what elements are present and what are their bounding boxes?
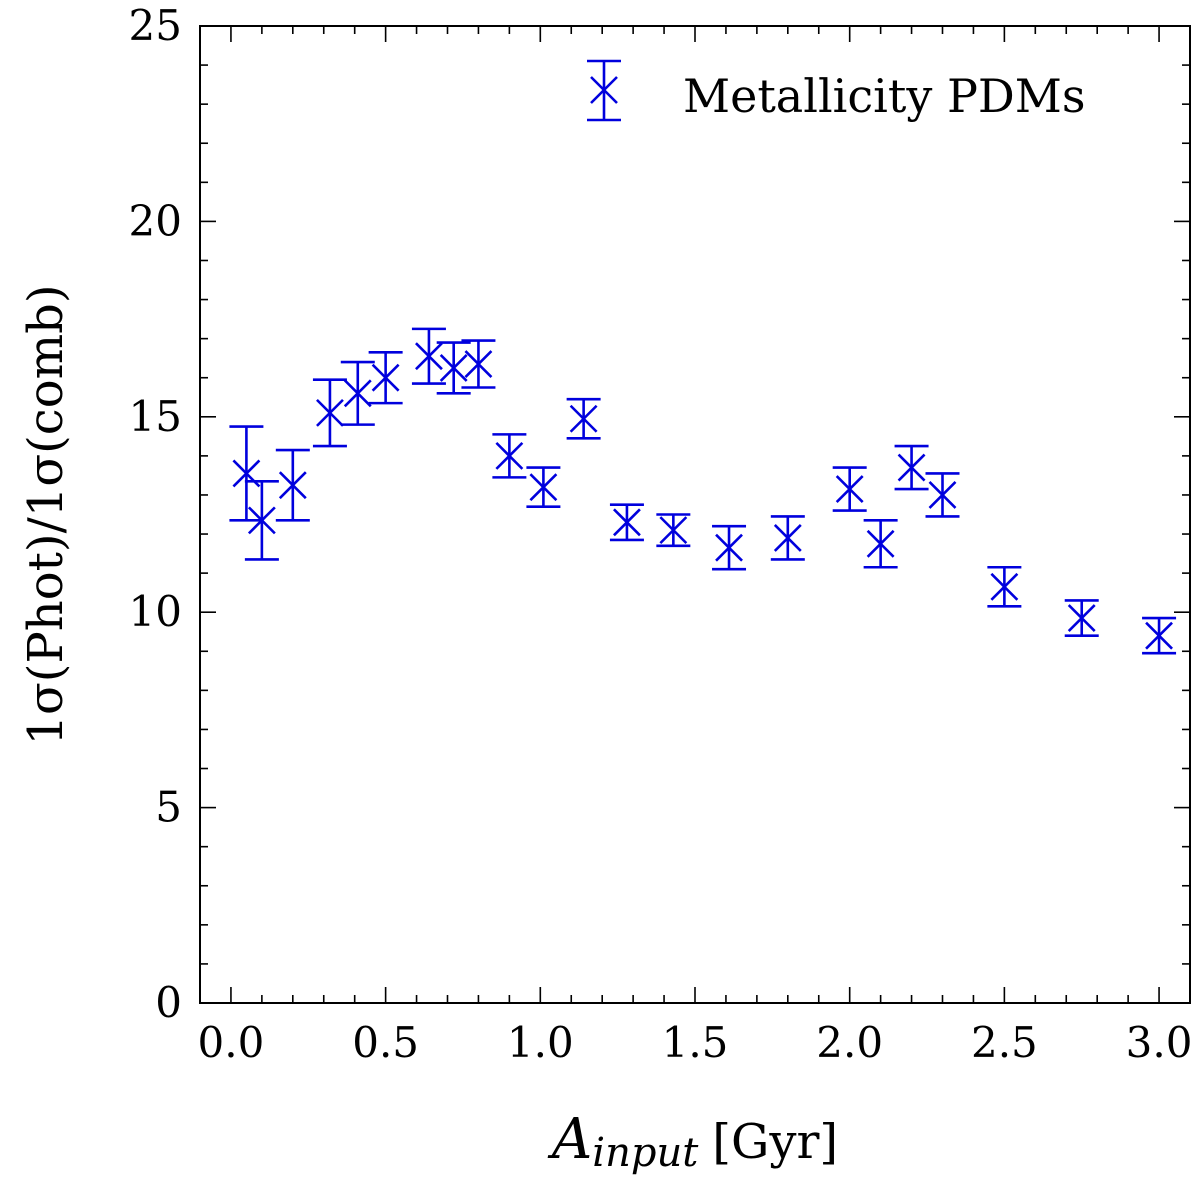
x-marker-stroke: [415, 342, 443, 371]
y-tick-label: 15: [129, 392, 182, 441]
data-point: [987, 565, 1022, 608]
data-point: [492, 433, 527, 479]
x-marker-stroke: [316, 398, 344, 427]
x-marker-stroke: [569, 404, 598, 433]
y-tick-label: 0: [155, 978, 182, 1027]
legend-label: Metallicity PDMs: [683, 69, 1085, 123]
x-marker-stroke: [613, 508, 641, 537]
y-tick-labels: 0 5 10 15 20 25: [129, 1, 182, 1027]
data-point: [368, 351, 403, 405]
x-tick-label: 1.5: [662, 1018, 729, 1067]
x-marker-stroke: [897, 453, 926, 482]
data-point: [436, 341, 471, 395]
x-axis-title: Ainput [Gyr]: [547, 1107, 838, 1176]
data-point: [566, 397, 601, 440]
y-tick-label: 20: [129, 196, 182, 245]
x-tick-label: 3.0: [1126, 1018, 1193, 1067]
x-tick-label: 0.5: [352, 1018, 419, 1067]
data-points: [229, 327, 1177, 655]
data-point: [411, 327, 446, 385]
data-point: [461, 339, 496, 389]
x-marker-stroke: [439, 354, 468, 382]
legend-marker: [587, 59, 621, 122]
data-point: [925, 472, 960, 518]
x-marker-stroke: [278, 471, 307, 500]
data-point: [712, 524, 747, 571]
data-point: [832, 466, 867, 512]
x-marker-stroke: [495, 441, 524, 470]
data-point: [609, 503, 644, 542]
x-marker-stroke: [590, 76, 618, 104]
data-point: [275, 448, 310, 522]
x-marker-stroke: [835, 475, 864, 504]
y-tick-label: 10: [129, 587, 182, 636]
x-tick-label: 2.5: [971, 1018, 1038, 1067]
plot-frame: [199, 25, 1191, 1004]
x-marker-stroke: [659, 516, 688, 545]
x-marker-stroke: [343, 379, 372, 408]
x-marker-stroke: [232, 459, 261, 488]
data-point: [526, 466, 561, 508]
x-marker-stroke: [928, 481, 957, 509]
x-axis-title-main: A: [547, 1107, 592, 1172]
x-axis-title-sub: input: [592, 1130, 699, 1176]
y-axis-title: 1σ(Phot)/1σ(comb): [18, 284, 74, 745]
x-marker-stroke: [464, 350, 493, 378]
x-marker-stroke: [1145, 621, 1173, 650]
data-point: [340, 360, 375, 426]
x-tick-labels: 0.0 0.5 1.0 1.5 2.0 2.5 3.0: [198, 1018, 1193, 1067]
legend: Metallicity PDMs: [587, 59, 1085, 123]
data-point: [1142, 616, 1177, 655]
data-point: [244, 479, 279, 561]
x-tick-label: 0.0: [198, 1018, 265, 1067]
x-axis-title-unit: [Gyr]: [712, 1114, 838, 1170]
x-marker-stroke: [773, 524, 802, 552]
x-marker-stroke: [371, 363, 400, 392]
y-tick-label: 25: [129, 1, 182, 50]
axis-ticks: [199, 25, 1191, 1004]
legend-marker-symbol: [587, 59, 621, 122]
data-point: [894, 444, 929, 491]
x-tick-label: 1.0: [507, 1018, 574, 1067]
y-tick-label: 5: [155, 783, 182, 832]
data-point: [863, 519, 898, 569]
x-tick-label: 2.0: [816, 1018, 883, 1067]
x-marker-stroke: [1067, 604, 1096, 632]
x-marker-stroke: [990, 572, 1019, 601]
data-point: [656, 513, 691, 548]
x-marker-stroke: [866, 529, 895, 558]
data-point: [229, 425, 264, 522]
x-marker-stroke: [529, 473, 558, 502]
x-marker-stroke: [247, 506, 276, 535]
data-point: [312, 378, 347, 448]
data-point: [1064, 599, 1099, 637]
data-point: [770, 515, 805, 561]
x-marker-stroke: [715, 533, 743, 562]
